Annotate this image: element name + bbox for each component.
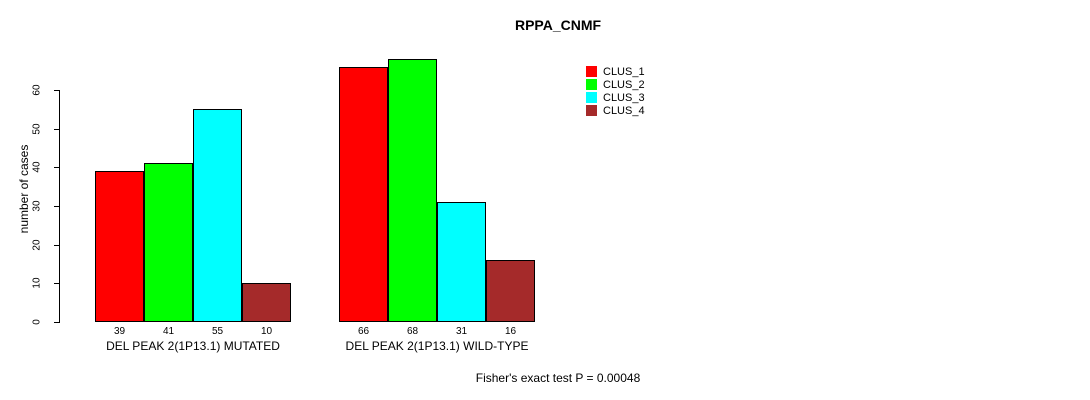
y-tick-mark (54, 244, 59, 246)
bar-clus_1-group2 (339, 66, 388, 322)
bar-value-label: 41 (162, 326, 175, 337)
y-tick-label: 20 (31, 239, 43, 251)
legend-swatch-clus_1 (586, 66, 597, 77)
y-tick-label: 50 (31, 123, 43, 135)
legend-swatch-clus_2 (586, 79, 597, 90)
y-tick-mark (54, 128, 59, 130)
bar-value-label: 66 (357, 326, 370, 337)
y-tick-label: 60 (31, 84, 43, 96)
bar-value-label: 68 (406, 326, 419, 337)
bar-clus_2-group2 (388, 59, 437, 322)
chart-title: RPPA_CNMF (514, 17, 602, 33)
legend-row: CLUS_2 (586, 78, 645, 91)
legend-label: CLUS_1 (603, 65, 645, 78)
bar-value-label: 16 (504, 326, 517, 337)
x-group-label: DEL PEAK 2(1P13.1) WILD-TYPE (345, 339, 529, 353)
y-tick-label: 40 (31, 161, 43, 173)
y-tick-mark (54, 167, 59, 169)
legend-label: CLUS_3 (603, 91, 645, 104)
bar-value-label: 31 (455, 326, 468, 337)
bar-clus_3-group1 (193, 109, 242, 322)
bar-clus_2-group1 (144, 163, 193, 322)
bar-clus_3-group2 (437, 202, 486, 322)
legend-row: CLUS_3 (586, 91, 645, 104)
bar-clus_4-group1 (242, 283, 291, 322)
legend-swatch-clus_3 (586, 92, 597, 103)
y-tick-label: 0 (31, 319, 43, 325)
fisher-test-footnote: Fisher's exact test P = 0.00048 (475, 371, 641, 385)
y-axis-title: number of cases (17, 144, 31, 234)
bar-value-label: 39 (113, 326, 126, 337)
bar-value-label: 10 (260, 326, 273, 337)
y-tick-label: 30 (31, 200, 43, 212)
legend-swatch-clus_4 (586, 105, 597, 116)
y-tick-mark (54, 322, 59, 323)
y-axis-line (59, 90, 60, 323)
y-tick-mark (54, 206, 59, 207)
legend-row: CLUS_4 (586, 104, 645, 117)
bar-value-label: 55 (211, 326, 224, 337)
y-tick-label: 10 (31, 277, 43, 289)
legend-label: CLUS_2 (603, 78, 645, 91)
legend-label: CLUS_4 (603, 104, 645, 117)
bar-clus_4-group2 (486, 260, 535, 322)
legend: CLUS_1 CLUS_2 CLUS_3 CLUS_4 (586, 65, 645, 117)
x-group-label: DEL PEAK 2(1P13.1) MUTATED (106, 339, 280, 353)
y-tick-mark (54, 283, 59, 285)
y-tick-mark (54, 90, 59, 91)
legend-row: CLUS_1 (586, 65, 645, 78)
bar-clus_1-group1 (95, 171, 144, 322)
